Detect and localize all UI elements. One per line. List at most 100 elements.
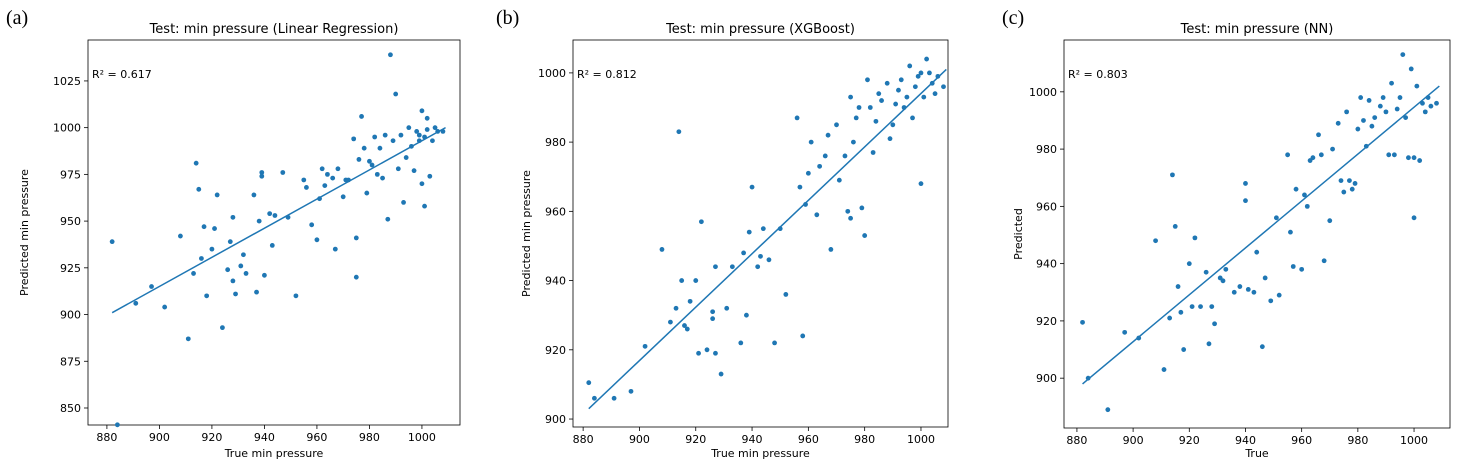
y-tick-label: 980: [545, 136, 566, 149]
point: [340, 194, 346, 200]
point: [755, 264, 761, 270]
y-tick-label: 1000: [1029, 86, 1057, 99]
point: [760, 226, 766, 232]
panel-label: (c): [1002, 7, 1024, 29]
y-tick-label: 950: [60, 215, 81, 228]
point: [162, 304, 168, 310]
chart-title: Test: min pressure (XGBoost): [665, 22, 855, 37]
point: [729, 264, 735, 270]
point: [280, 170, 286, 175]
x-tick-label: 880: [573, 433, 594, 446]
point: [1243, 181, 1248, 186]
point: [859, 205, 865, 211]
point: [873, 118, 879, 124]
annotation: R² = 0.803: [1068, 68, 1128, 81]
point: [1192, 235, 1198, 241]
point: [907, 63, 913, 69]
point: [1403, 115, 1409, 120]
point: [1414, 83, 1420, 89]
point: [225, 267, 231, 273]
point: [115, 422, 120, 428]
x-tick-label: 880: [1066, 434, 1087, 447]
point: [876, 91, 882, 97]
point: [676, 129, 682, 135]
point: [932, 91, 938, 97]
axes-frame: [87, 39, 461, 426]
point: [1411, 155, 1417, 161]
point: [1262, 275, 1268, 281]
point: [1397, 95, 1403, 100]
point: [335, 166, 341, 172]
y-tick-label: 925: [60, 262, 81, 275]
x-axis-label: True: [1244, 447, 1269, 460]
point: [1273, 215, 1279, 221]
point: [201, 224, 207, 230]
point: [1369, 123, 1375, 129]
point: [1237, 284, 1243, 289]
x-tick-label: 980: [854, 433, 875, 446]
point: [1411, 215, 1417, 221]
point: [193, 160, 199, 166]
point: [133, 300, 139, 306]
point: [679, 278, 685, 283]
point: [704, 347, 710, 353]
point: [1198, 304, 1203, 309]
point: [910, 115, 915, 121]
point: [380, 175, 385, 181]
point: [406, 125, 412, 131]
point: [915, 73, 921, 79]
point: [904, 94, 910, 100]
point: [416, 132, 422, 138]
point: [1178, 309, 1184, 315]
point: [401, 200, 406, 205]
y-tick-label: 940: [545, 275, 566, 288]
point: [254, 289, 259, 295]
point: [1372, 115, 1378, 120]
point: [385, 216, 391, 222]
point: [322, 183, 328, 188]
point: [430, 138, 435, 144]
point: [256, 218, 262, 224]
point: [1304, 203, 1310, 209]
point: [673, 305, 679, 311]
point: [1170, 172, 1175, 178]
x-tick-label: 960: [306, 431, 327, 444]
point: [1220, 278, 1226, 284]
chart-title: Test: min pressure (NN): [1180, 22, 1334, 37]
point: [1080, 319, 1085, 325]
point: [414, 128, 420, 134]
point: [698, 219, 704, 225]
point: [828, 247, 834, 252]
point: [918, 70, 924, 76]
point: [1349, 186, 1355, 192]
point: [227, 239, 233, 245]
point: [424, 115, 430, 121]
point: [766, 257, 772, 263]
point: [230, 214, 236, 220]
point: [611, 395, 617, 401]
point: [1341, 189, 1347, 195]
point: [713, 264, 718, 270]
point: [927, 70, 932, 76]
point: [1223, 266, 1229, 272]
point: [1172, 224, 1178, 229]
x-tick-label: 940: [1235, 434, 1256, 447]
point: [361, 145, 367, 151]
point: [879, 98, 884, 103]
point: [749, 184, 755, 190]
point: [1212, 321, 1217, 327]
point: [353, 235, 359, 241]
point: [836, 177, 842, 183]
point: [1186, 261, 1192, 267]
y-tick-label: 1025: [53, 75, 81, 88]
x-tick-label: 920: [201, 431, 222, 444]
point: [332, 246, 338, 252]
point: [220, 325, 225, 331]
x-tick-label: 920: [685, 433, 706, 446]
point: [682, 323, 687, 328]
point: [684, 326, 690, 332]
point: [918, 181, 924, 187]
point: [1175, 284, 1181, 289]
point: [1352, 181, 1358, 186]
y-axis-label: Predicted: [1012, 208, 1025, 260]
